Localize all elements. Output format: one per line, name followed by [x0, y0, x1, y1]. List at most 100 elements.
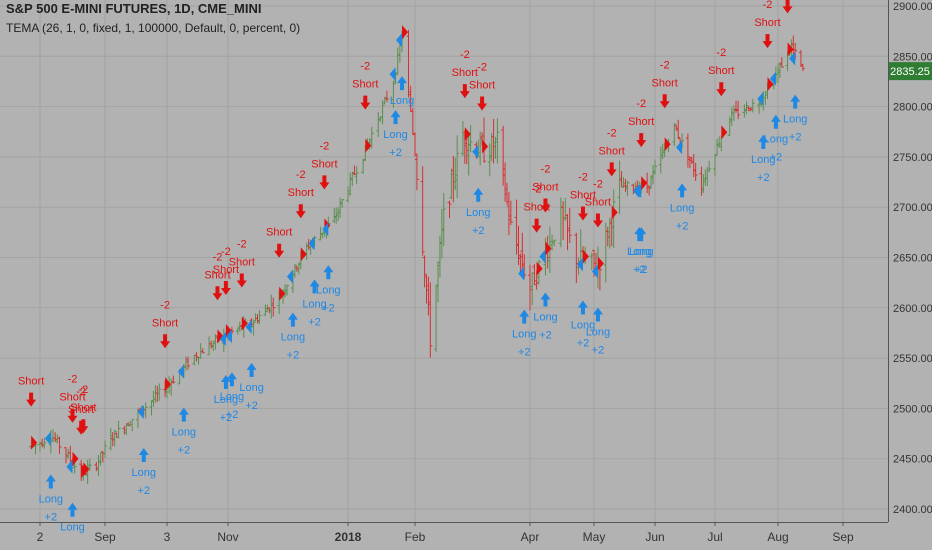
- short-qty: -2: [296, 169, 306, 181]
- long-label: Long: [533, 311, 557, 323]
- short-qty: -2: [532, 184, 542, 196]
- long-label: Long: [281, 332, 305, 344]
- long-qty: +2: [539, 329, 552, 341]
- short-entry-marker: [597, 256, 604, 271]
- short-qty: -2: [320, 140, 330, 152]
- short-label: Short: [288, 187, 314, 199]
- long-arrow-icon: [67, 502, 78, 517]
- short-label: Short: [585, 197, 611, 209]
- long-label: Long: [512, 329, 536, 341]
- short-label: Short: [628, 116, 654, 128]
- short-qty: -2: [607, 127, 617, 139]
- short-entry-marker: [767, 77, 774, 92]
- short-label: Short: [213, 264, 239, 276]
- short-label: Short: [599, 145, 625, 157]
- long-label: Long: [239, 382, 263, 394]
- long-label: Long: [60, 522, 84, 534]
- y-tick-label: 2650.00: [893, 253, 932, 265]
- long-arrow-icon: [246, 362, 257, 377]
- long-arrow-icon: [790, 94, 801, 109]
- y-tick-label: 2600.00: [893, 303, 932, 315]
- short-qty: -2: [68, 374, 78, 386]
- last-price-label: 2835.25: [890, 66, 930, 78]
- long-entry-marker: [137, 405, 144, 420]
- short-qty: -2: [360, 61, 370, 73]
- long-qty: +2: [472, 225, 485, 237]
- long-entry-marker: [635, 184, 642, 199]
- short-label: Short: [523, 202, 549, 214]
- short-entry-marker: [582, 249, 589, 264]
- short-label: Short: [68, 404, 94, 416]
- long-entry-marker: [789, 51, 796, 66]
- long-label: Long: [466, 207, 490, 219]
- x-tick-label: May: [583, 530, 606, 544]
- long-arrow-icon: [636, 227, 647, 242]
- long-label: Long: [383, 129, 407, 141]
- grid-lines: [0, 0, 888, 522]
- short-arrow-icon: [592, 213, 603, 228]
- short-entry-marker: [83, 462, 90, 477]
- short-label: Short: [570, 190, 596, 202]
- short-label: Short: [266, 227, 292, 239]
- short-entry-marker: [365, 138, 372, 153]
- long-arrow-icon: [287, 312, 298, 327]
- short-arrow-icon: [212, 286, 223, 301]
- long-entry-marker: [576, 257, 583, 272]
- short-label: Short: [229, 257, 255, 269]
- y-tick-label: 2800.00: [893, 102, 932, 114]
- long-qty: +2: [178, 445, 191, 457]
- short-entry-marker: [300, 247, 307, 262]
- long-label: Long: [629, 246, 653, 258]
- short-arrow-icon: [360, 95, 371, 110]
- long-qty: +2: [770, 152, 783, 164]
- long-entry-marker: [396, 33, 403, 48]
- short-label: Short: [59, 392, 85, 404]
- short-entry-marker: [721, 125, 728, 140]
- short-qty: -2: [716, 47, 726, 59]
- long-qty: +2: [245, 400, 258, 412]
- short-label: Short: [708, 65, 734, 77]
- y-tick-label: 2550.00: [893, 353, 932, 365]
- long-qty: +2: [577, 338, 590, 350]
- long-label: Long: [39, 494, 63, 506]
- short-arrow-icon: [477, 96, 488, 111]
- long-qty: +2: [757, 172, 770, 184]
- long-entry-marker: [177, 364, 184, 379]
- long-entry-marker: [225, 329, 232, 344]
- short-label: Short: [469, 79, 495, 91]
- short-label: Short: [152, 317, 178, 329]
- short-label: Short: [70, 402, 96, 414]
- long-entry-marker: [286, 269, 293, 284]
- short-arrow-icon: [716, 82, 727, 97]
- long-entry-marker: [44, 431, 51, 446]
- short-arrow-icon: [78, 419, 89, 434]
- short-arrow-icon: [782, 0, 793, 14]
- long-qty: +2: [287, 350, 300, 362]
- x-tick-label: Sep: [94, 530, 116, 544]
- long-arrow-icon: [758, 134, 769, 149]
- short-label: Short: [204, 269, 230, 281]
- long-label: Long: [627, 246, 651, 258]
- long-arrow-icon: [309, 279, 320, 294]
- short-label: Short: [452, 67, 478, 79]
- long-arrow-icon: [473, 187, 484, 202]
- short-entry-marker: [611, 205, 618, 220]
- long-arrow-icon: [577, 300, 588, 315]
- x-tick-label: 2018: [335, 530, 362, 544]
- long-arrow-icon: [540, 292, 551, 307]
- long-arrow-icon: [323, 265, 334, 280]
- long-label: Long: [571, 320, 595, 332]
- long-arrow-icon: [519, 309, 530, 324]
- long-qty: +2: [592, 345, 605, 357]
- short-arrow-icon: [659, 94, 670, 109]
- long-label: Long: [783, 114, 807, 126]
- short-entry-marker: [545, 241, 552, 256]
- short-entry-marker: [72, 451, 79, 466]
- long-entry-marker: [322, 222, 329, 237]
- long-qty: +2: [226, 409, 239, 421]
- short-arrow-icon: [636, 133, 647, 148]
- y-tick-label: 2500.00: [893, 403, 932, 415]
